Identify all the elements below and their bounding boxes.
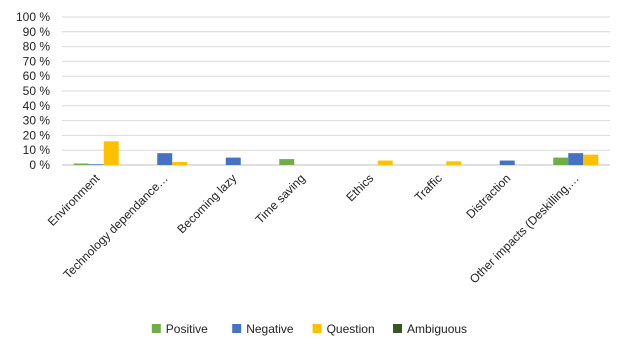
y-tick-label: 50 % [23,84,51,98]
y-tick-label: 40 % [23,99,51,113]
x-category-label: Becoming lazy [174,171,239,236]
legend-swatch [232,324,242,333]
legend-label: Negative [246,322,294,336]
legend-swatch [151,324,161,333]
x-category-label: Time saving [253,171,308,226]
y-tick-label: 80 % [23,40,51,54]
x-category-label: Traffic [412,171,445,204]
y-tick-label: 100 % [16,10,50,24]
legend-label: Positive [166,322,208,336]
x-category-label: Other impacts (Deskilling,… [467,171,582,286]
x-category-label: Ethics [343,171,376,204]
legend-swatch [312,324,322,333]
legend: Positive Negative Question Ambiguous [151,322,467,336]
y-tick-label: 60 % [23,69,51,83]
bar [103,141,119,165]
y-tick-label: 70 % [23,54,51,68]
bar [446,161,462,165]
bar [553,157,569,165]
bar [499,160,515,165]
legend-swatch [393,324,402,333]
bars [73,141,599,165]
x-category-label: Distraction [463,171,513,221]
y-tick-label: 90 % [23,25,51,39]
bar [73,163,89,165]
bar [279,159,295,165]
y-tick-label: 20 % [23,128,51,142]
bar [88,164,104,165]
gridlines [62,16,610,166]
bar [583,154,599,165]
y-tick-label: 0 % [29,158,50,172]
bar [157,153,173,165]
legend-label: Ambiguous [407,322,467,336]
x-category-label: Environment [45,171,103,229]
bar [172,162,188,165]
bar [225,157,241,165]
y-axis-tick-labels: 0 %10 %20 %30 %40 %50 %60 %70 %80 %90 %1… [16,10,50,172]
y-tick-label: 10 % [23,143,51,157]
bar [377,160,393,165]
bar [568,153,584,165]
y-tick-label: 30 % [23,114,51,128]
legend-label: Question [327,322,375,336]
